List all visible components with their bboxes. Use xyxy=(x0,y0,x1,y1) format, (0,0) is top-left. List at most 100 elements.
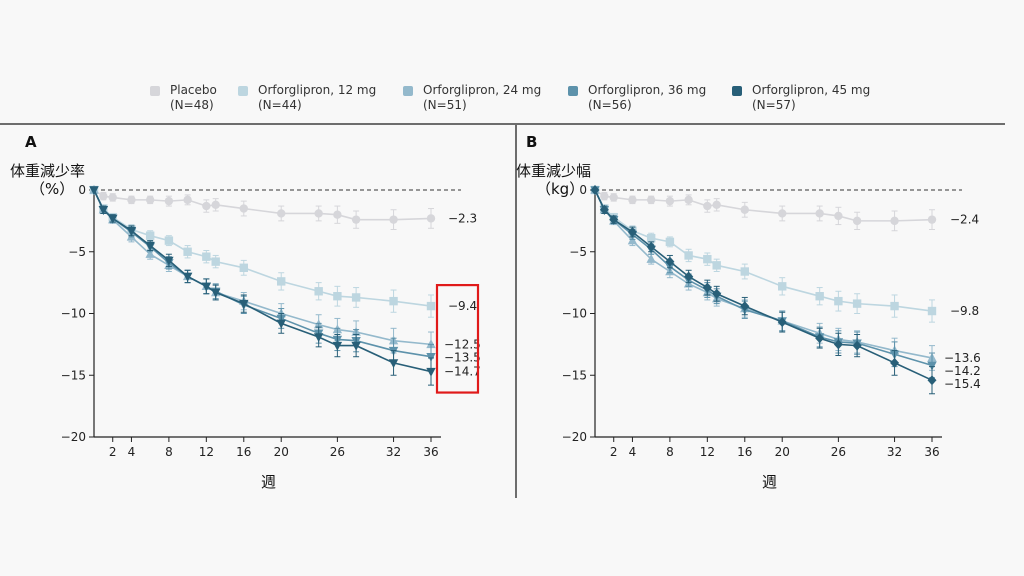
data-point xyxy=(164,196,174,206)
y-tick-label: −5 xyxy=(68,245,86,259)
data-point xyxy=(202,201,211,211)
data-point xyxy=(108,214,118,224)
x-tick-label: 2 xyxy=(109,445,117,459)
data-point xyxy=(927,306,937,316)
data-point xyxy=(239,299,249,309)
data-point xyxy=(239,263,248,273)
x-tick-label: 2 xyxy=(610,445,618,459)
legend-item-0: Placebo (N=48) xyxy=(150,83,217,113)
legend-label: Placebo xyxy=(170,83,217,97)
legend-count: (N=44) xyxy=(258,98,302,112)
legend-item-3: Orforglipron, 36 mg (N=56) xyxy=(568,83,707,113)
data-point xyxy=(145,241,155,251)
data-point xyxy=(665,237,675,247)
data-point xyxy=(646,195,656,205)
data-point xyxy=(332,341,343,351)
x-tick-label: 12 xyxy=(199,445,214,459)
data-point xyxy=(202,252,211,261)
end-value-label: −12.5 xyxy=(444,337,481,351)
data-point xyxy=(183,195,192,205)
data-point xyxy=(351,341,361,351)
data-point xyxy=(89,186,99,196)
data-point xyxy=(927,375,937,386)
data-point xyxy=(590,185,600,195)
y-tick-label: −10 xyxy=(61,307,86,321)
data-point xyxy=(145,231,155,240)
end-value-label: −2.4 xyxy=(950,213,979,227)
data-point xyxy=(609,193,618,202)
panel-divider xyxy=(515,124,517,498)
x-tick-label: 36 xyxy=(924,445,939,459)
data-point xyxy=(852,299,862,308)
legend-label: Orforglipron, 12 mg xyxy=(258,83,377,97)
legend-label: Orforglipron, 24 mg xyxy=(423,83,542,97)
data-point xyxy=(684,271,694,282)
legend-swatch xyxy=(238,86,248,96)
y-tick-label: −20 xyxy=(562,430,587,444)
legend-swatch xyxy=(732,86,742,96)
data-point xyxy=(815,209,824,218)
data-point xyxy=(389,296,398,306)
panel-A: A 体重減少率（%） 0 −5 −10 −15 −20 2 4 8 12 16 20 26 32 36 週 −2.… xyxy=(10,133,481,491)
data-point xyxy=(126,227,137,236)
series-3 xyxy=(89,186,436,370)
series-0 xyxy=(590,185,937,232)
data-point xyxy=(927,215,937,224)
data-point xyxy=(599,204,609,215)
data-point xyxy=(712,200,721,210)
data-point xyxy=(276,319,286,329)
data-point xyxy=(890,216,899,226)
panel-letter: A xyxy=(25,133,37,151)
data-point xyxy=(351,215,361,224)
y-axis-label: 体重減少幅 xyxy=(516,162,591,180)
data-point xyxy=(351,293,361,302)
y-tick-label: 0 xyxy=(78,183,86,197)
y-axis-label: 体重減少率 xyxy=(10,162,85,180)
data-point xyxy=(646,233,656,243)
legend-count: (N=57) xyxy=(752,98,796,112)
data-point xyxy=(314,287,323,296)
y-tick-label: 0 xyxy=(579,183,587,197)
data-point xyxy=(815,292,824,301)
data-point xyxy=(628,195,637,205)
y-axis-unit: （%） xyxy=(30,180,74,198)
data-point xyxy=(833,339,843,350)
data-point xyxy=(600,191,609,201)
highlight-box xyxy=(435,283,480,394)
legend-label: Orforglipron, 36 mg xyxy=(588,83,707,97)
series-0 xyxy=(89,185,436,231)
series-4 xyxy=(89,186,436,386)
x-tick-label: 16 xyxy=(236,445,251,459)
end-value-label: −9.8 xyxy=(950,304,979,318)
data-point xyxy=(684,251,693,260)
series-line xyxy=(594,189,933,222)
data-point xyxy=(201,282,212,292)
panel-letter: B xyxy=(526,133,537,151)
x-tick-label: 8 xyxy=(666,445,674,459)
x-tick-label: 16 xyxy=(737,445,752,459)
series-line xyxy=(594,189,933,381)
data-point xyxy=(684,195,693,205)
data-point xyxy=(702,282,712,293)
data-point xyxy=(778,282,787,291)
legend-count: (N=51) xyxy=(423,98,467,112)
legend-count: (N=56) xyxy=(588,98,632,112)
series-line xyxy=(594,189,933,367)
data-point xyxy=(182,272,193,282)
data-point xyxy=(333,210,342,219)
data-point xyxy=(127,195,136,205)
data-point xyxy=(389,215,398,224)
data-point xyxy=(388,359,399,369)
series-line xyxy=(93,189,432,221)
data-point xyxy=(834,296,843,306)
data-point xyxy=(108,193,117,202)
data-point xyxy=(609,214,619,225)
x-tick-label: 4 xyxy=(128,445,136,459)
data-point xyxy=(740,205,749,214)
legend-swatch xyxy=(150,86,160,96)
x-tick-label: 20 xyxy=(274,445,289,459)
data-point xyxy=(211,257,220,266)
data-point xyxy=(333,292,342,301)
end-value-label: −14.7 xyxy=(444,365,481,379)
